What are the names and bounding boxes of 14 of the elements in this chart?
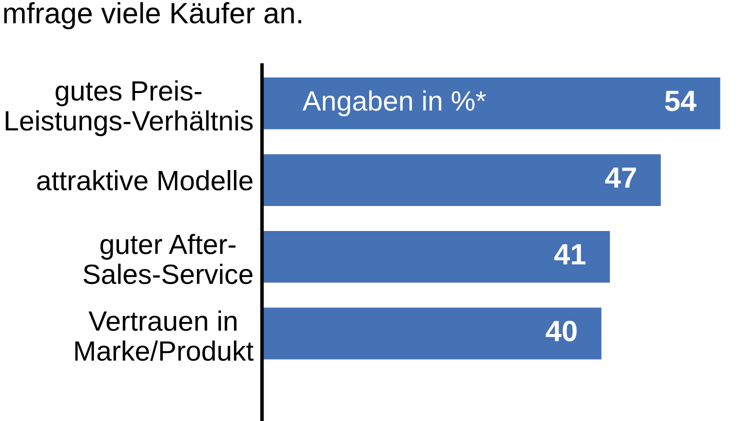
bar (262, 308, 602, 360)
data-label: 41 (554, 244, 586, 264)
bar (262, 230, 610, 283)
annotation: Angaben in %* (302, 90, 486, 116)
chart-title: mfrage viele Käufer an. (4, 2, 302, 30)
bar (262, 154, 661, 206)
y-tick-label: Vertrauen in Marke/Produkt (75, 310, 254, 361)
bar (262, 78, 720, 130)
y-tick-label: attraktive Modelle (37, 170, 252, 190)
y-tick-label: guter After- Sales-Service (84, 234, 252, 284)
y-tick-label: gutes Preis- Leistungs-Verhältnis (6, 80, 253, 136)
data-label: 40 (546, 320, 577, 342)
data-label: 54 (665, 90, 696, 112)
data-label: 47 (605, 168, 636, 188)
